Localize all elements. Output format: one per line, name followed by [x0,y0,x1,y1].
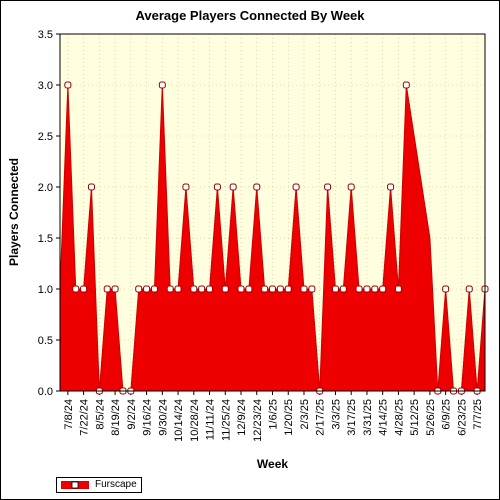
data-point [465,285,473,293]
data-point [182,183,190,191]
x-tick-label: 3/3/25 [330,399,342,430]
data-point [245,285,253,293]
data-point [229,183,237,191]
x-tick-label: 9/16/24 [142,399,154,436]
data-point [64,81,72,89]
x-tick-label: 7/22/24 [79,399,91,436]
x-tick-label: 12/9/24 [236,399,248,436]
data-point [103,285,111,293]
data-point [174,285,182,293]
x-tick-label: 1/20/25 [283,399,295,436]
data-point [135,285,143,293]
x-tick-label: 6/9/25 [441,399,453,430]
data-point [339,285,347,293]
data-point [402,81,410,89]
x-tick-label: 2/3/25 [299,399,311,430]
data-point [394,285,402,293]
x-tick-label: 3/31/25 [362,399,374,436]
data-point [261,285,269,293]
x-tick-label: 7/8/24 [63,399,75,430]
y-tick-label: 1.0 [38,284,53,296]
data-point [308,285,316,293]
data-point [206,285,214,293]
legend-label: Furscape [95,479,137,490]
data-point [300,285,308,293]
y-tick-label: 2.5 [38,131,53,143]
data-point [324,183,332,191]
data-point [253,183,261,191]
y-tick-label: 3.0 [38,80,53,92]
data-point [221,285,229,293]
data-point [355,285,363,293]
x-tick-label: 2/17/25 [315,399,327,436]
x-tick-label: 11/11/24 [205,399,217,440]
x-tick-label: 6/23/25 [456,399,468,436]
data-point [379,285,387,293]
data-point [387,183,395,191]
data-point [198,285,206,293]
data-point [158,81,166,89]
data-point [331,285,339,293]
chart-title: Average Players Connected By Week [135,8,365,23]
data-point [150,285,158,293]
data-point [292,183,300,191]
data-point [143,285,151,293]
y-tick-label: 2.0 [38,182,53,194]
data-point [72,285,80,293]
data-point [80,285,88,293]
x-axis-label: Week [256,457,289,471]
x-tick-label: 11/25/24 [220,399,232,441]
y-tick-label: 1.5 [38,233,53,245]
data-point [371,285,379,293]
y-tick-label: 3.5 [38,29,53,41]
x-tick-label: 3/17/25 [346,399,358,436]
data-point [190,285,198,293]
data-point [87,183,95,191]
data-point [284,285,292,293]
data-point [269,285,276,293]
x-tick-label: 10/28/24 [189,399,201,442]
x-tick-label: 9/30/24 [157,399,169,436]
data-point [276,285,284,293]
data-point [347,183,355,191]
data-point [363,285,371,293]
x-tick-label: 1/6/25 [268,399,280,430]
y-tick-label: 0.5 [38,335,53,347]
x-tick-label: 5/26/25 [425,399,437,436]
data-point [442,285,450,293]
x-tick-label: 4/28/25 [393,399,405,436]
y-tick-label: 0.0 [38,386,53,398]
legend: Furscape [56,477,142,493]
legend-swatch [61,481,89,489]
x-tick-label: 8/19/24 [110,399,122,436]
x-tick-label: 4/14/25 [378,399,390,436]
x-tick-label: 7/7/25 [472,399,484,430]
x-tick-label: 12/23/24 [252,399,264,442]
data-point [111,285,119,293]
data-point [166,285,174,293]
data-point [213,183,221,191]
x-tick-label: 9/2/24 [126,399,138,430]
plot-border [59,33,486,392]
x-tick-label: 8/5/24 [94,399,106,430]
x-tick-label: 5/12/25 [409,399,421,436]
x-tick-label: 10/14/24 [173,399,185,442]
data-point [237,285,245,293]
